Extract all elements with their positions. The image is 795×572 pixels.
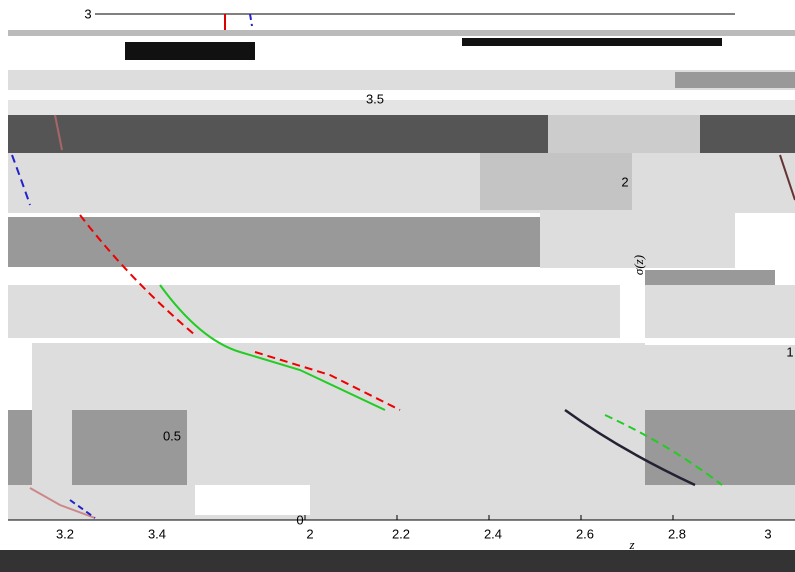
x-axis-label: z <box>628 537 634 552</box>
screen: 3 3.5 2 1 0.5 0 3.2 3.4 2 2.2 2.4 2.6 2.… <box>0 0 795 572</box>
x-tick-label: 2.8 <box>668 526 686 541</box>
y-tick-label: 3 <box>84 6 91 21</box>
y-tick-label: 2 <box>621 174 628 189</box>
x-tick-label: 2.6 <box>576 526 594 541</box>
x-tick-label: 2.2 <box>392 526 410 541</box>
x-tick-label: 2.4 <box>484 526 502 541</box>
x-tick-label: 3.4 <box>148 526 166 541</box>
x-tick-label: 3 <box>764 526 771 541</box>
y-axis-label: σ(z) <box>631 255 646 275</box>
y-tick-label: 0 <box>296 512 303 527</box>
y-tick-label: 0.5 <box>163 428 181 443</box>
x-tick-label: 3.2 <box>56 526 74 541</box>
y-tick-label: 3.5 <box>366 91 384 106</box>
background-blocks <box>0 0 795 572</box>
x-tick-label: 2 <box>306 526 313 541</box>
y-tick-label: 1 <box>786 344 793 359</box>
